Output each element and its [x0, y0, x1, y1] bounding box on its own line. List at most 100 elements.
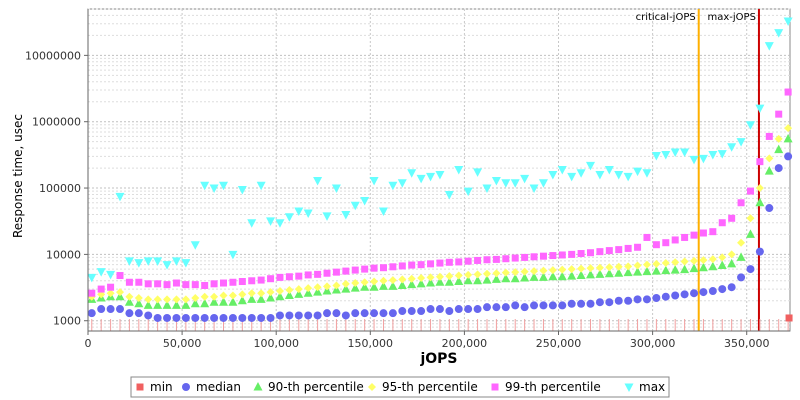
median-point	[520, 303, 529, 312]
max-point	[360, 196, 370, 206]
90-th-percentile-point	[473, 275, 483, 285]
95-th-percentile-point	[680, 257, 689, 266]
90-th-percentile-point	[595, 269, 605, 278]
90-th-percentile-point	[783, 133, 793, 143]
99-th-percentile-point	[332, 268, 340, 276]
max-point	[294, 207, 304, 217]
95-th-percentile-point	[746, 214, 755, 223]
95-th-percentile-point	[134, 294, 143, 303]
max-point	[341, 210, 351, 220]
95-th-percentile-point	[765, 154, 774, 163]
median-point	[774, 164, 783, 173]
99-th-percentile-point	[756, 158, 764, 166]
95-th-percentile-point	[652, 259, 661, 268]
median-point	[624, 296, 633, 305]
90-th-percentile-point	[586, 269, 596, 279]
90-th-percentile-point	[275, 291, 285, 301]
max-point	[708, 151, 718, 160]
99-th-percentile-point	[784, 88, 792, 96]
95-th-percentile-point	[445, 272, 454, 281]
median-point	[718, 285, 727, 294]
median-point	[426, 305, 435, 314]
max-point	[491, 176, 501, 186]
90-th-percentile-point	[209, 297, 219, 306]
max-point	[444, 190, 454, 200]
median-point	[172, 313, 181, 322]
max-point	[538, 179, 548, 188]
99-th-percentile-point	[615, 246, 623, 254]
95-th-percentile-point	[671, 258, 680, 267]
max-point	[473, 168, 483, 177]
99-th-percentile-point	[521, 253, 529, 261]
max-point	[463, 187, 473, 197]
99-th-percentile-point	[699, 229, 707, 237]
y-tick-label: 10000000	[25, 49, 81, 62]
max-point	[529, 184, 539, 194]
99-th-percentile-point	[163, 281, 171, 289]
99-th-percentile-point	[88, 289, 96, 297]
max-point	[416, 174, 426, 184]
99-th-percentile-point	[662, 239, 670, 247]
99-th-percentile-point	[558, 251, 566, 259]
median-point	[755, 247, 764, 256]
max-point	[181, 259, 191, 268]
x-tick-label: 300,000	[630, 337, 676, 350]
max-point	[237, 186, 247, 195]
max-point	[115, 192, 125, 202]
median-point	[285, 311, 294, 320]
max-point	[548, 171, 558, 180]
99-th-percentile-point	[229, 278, 237, 286]
95-th-percentile-point	[661, 259, 670, 268]
legend-box	[130, 376, 670, 398]
max-point	[322, 212, 332, 221]
max-point	[256, 181, 266, 191]
max-point	[717, 150, 727, 159]
median-point	[247, 313, 256, 322]
max-point	[567, 172, 577, 182]
max-point	[510, 179, 520, 188]
99-th-percentile-point	[116, 272, 124, 280]
max-point	[96, 268, 106, 277]
95-th-percentile-point	[106, 289, 115, 298]
95-th-percentile-point	[210, 292, 219, 301]
median-point	[558, 301, 567, 310]
95-th-percentile-point	[304, 284, 313, 293]
x-tick-label: 50,000	[163, 337, 202, 350]
max-point	[388, 181, 398, 191]
x-tick-label: 0	[85, 337, 92, 350]
90-th-percentile-point	[501, 273, 511, 283]
max-point	[378, 207, 388, 217]
95-th-percentile-point	[530, 267, 539, 276]
99-th-percentile-point	[492, 255, 500, 263]
90-th-percentile-point	[247, 294, 257, 303]
95-th-percentile-point	[492, 269, 501, 278]
max-point	[633, 167, 643, 177]
99-th-percentile-point	[135, 278, 143, 286]
99-th-percentile-point	[652, 241, 660, 249]
max-point	[680, 148, 690, 157]
99-th-percentile-point	[182, 281, 190, 289]
max-point	[266, 217, 276, 226]
max-point	[247, 219, 257, 228]
median-point	[492, 303, 501, 312]
median-point	[191, 313, 200, 322]
90-th-percentile-point	[143, 300, 153, 309]
median-point	[219, 313, 228, 322]
95-th-percentile-point	[482, 269, 491, 278]
90-th-percentile-point	[567, 271, 577, 280]
95-th-percentile-point	[737, 238, 746, 247]
max-point	[153, 257, 163, 266]
median-point	[388, 309, 397, 318]
legend-swatch-99-th-percentile	[491, 383, 499, 391]
99-th-percentile-point	[483, 256, 491, 264]
max-point	[331, 184, 341, 194]
max-point	[209, 184, 219, 194]
99-th-percentile-point	[436, 259, 444, 267]
median-point	[398, 307, 407, 316]
95-th-percentile-point	[755, 184, 764, 193]
90-th-percentile-point	[698, 262, 708, 272]
99-th-percentile-point	[417, 261, 425, 269]
99-th-percentile-point	[549, 252, 557, 260]
95-th-percentile-point	[323, 282, 332, 291]
